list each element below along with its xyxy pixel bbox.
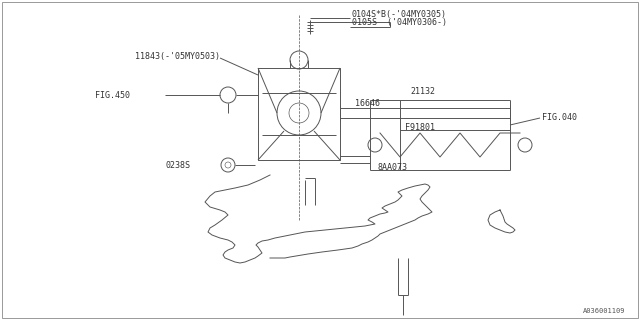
Text: 21132: 21132 (410, 87, 435, 97)
Text: A036001109: A036001109 (582, 308, 625, 314)
Text: FIG.040: FIG.040 (542, 114, 577, 123)
Text: 11843(-'05MY0503): 11843(-'05MY0503) (135, 52, 220, 60)
Text: 0105S  ('04MY0306-): 0105S ('04MY0306-) (352, 19, 447, 28)
Text: FIG.450: FIG.450 (95, 91, 130, 100)
Text: F91801: F91801 (405, 124, 435, 132)
Text: 0238S: 0238S (165, 161, 190, 170)
Text: 0104S*B(-'04MY0305): 0104S*B(-'04MY0305) (352, 10, 447, 19)
Text: 16646: 16646 (355, 100, 380, 108)
Text: 8AA073: 8AA073 (378, 163, 408, 172)
